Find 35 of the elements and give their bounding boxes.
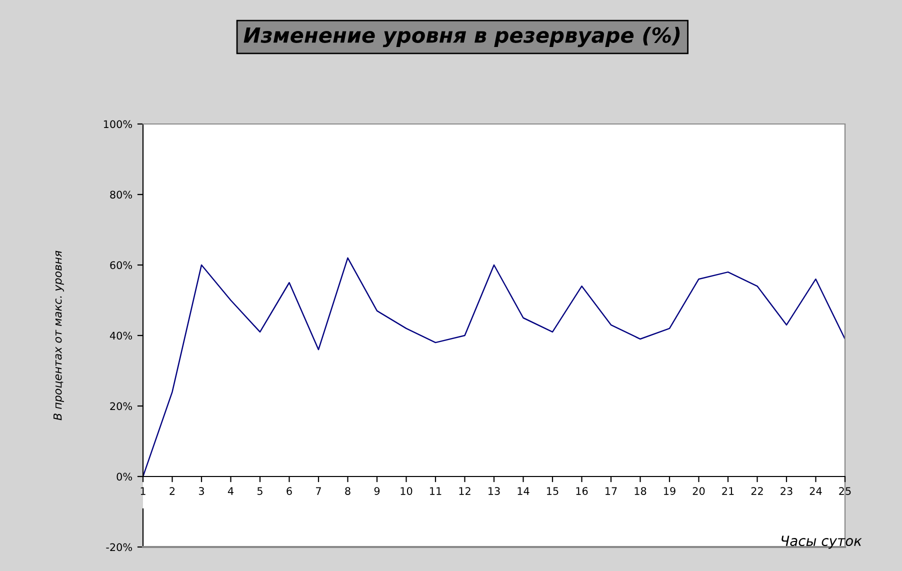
x-tick-label: 1	[140, 487, 146, 495]
x-tick-label: 18	[634, 487, 646, 495]
x-tick-label: 16	[576, 487, 588, 495]
y-tick-label: 60%	[110, 261, 132, 270]
y-tick-label: 100%	[104, 120, 132, 128]
x-tick-label: 10	[400, 487, 412, 495]
x-tick-label: 2	[170, 487, 175, 495]
x-tick-label: 8	[345, 487, 350, 495]
x-tick-label: 15	[547, 487, 558, 495]
x-tick-label: 21	[722, 487, 734, 495]
x-tick-label: 25	[839, 487, 851, 495]
x-tick-label: 14	[518, 487, 530, 495]
y-tick-label: 20%	[110, 402, 132, 410]
x-tick-label: 6	[286, 487, 292, 495]
x-tick-label: 3	[198, 487, 204, 495]
x-tick-label: 20	[692, 487, 705, 495]
x-tick-label: 5	[257, 487, 262, 495]
x-tick-label: 9	[374, 487, 380, 495]
x-tick-label: 13	[488, 487, 500, 495]
x-tick-label: 19	[664, 487, 676, 495]
y-tick-label: 80%	[110, 190, 132, 199]
x-tick-label: 11	[430, 487, 442, 495]
y-axis-title: В процентах от макс. уровня	[54, 250, 64, 420]
y-tick-label: 0%	[116, 472, 132, 481]
x-tick-label: 7	[316, 487, 321, 495]
x-axis-title: Часы суток	[782, 536, 862, 549]
x-tick-label: 22	[751, 487, 763, 495]
x-tick-label: 17	[606, 487, 617, 495]
y-tick-label: 40%	[110, 332, 132, 340]
x-tick-label: 12	[459, 487, 470, 495]
y-tick-label: -20%	[106, 543, 132, 552]
x-tick-label: 23	[780, 487, 792, 495]
chart-title: Изменение уровня в резервуаре (%)	[244, 26, 680, 48]
x-tick-label: 4	[228, 487, 234, 495]
x-tick-label: 24	[810, 487, 822, 495]
